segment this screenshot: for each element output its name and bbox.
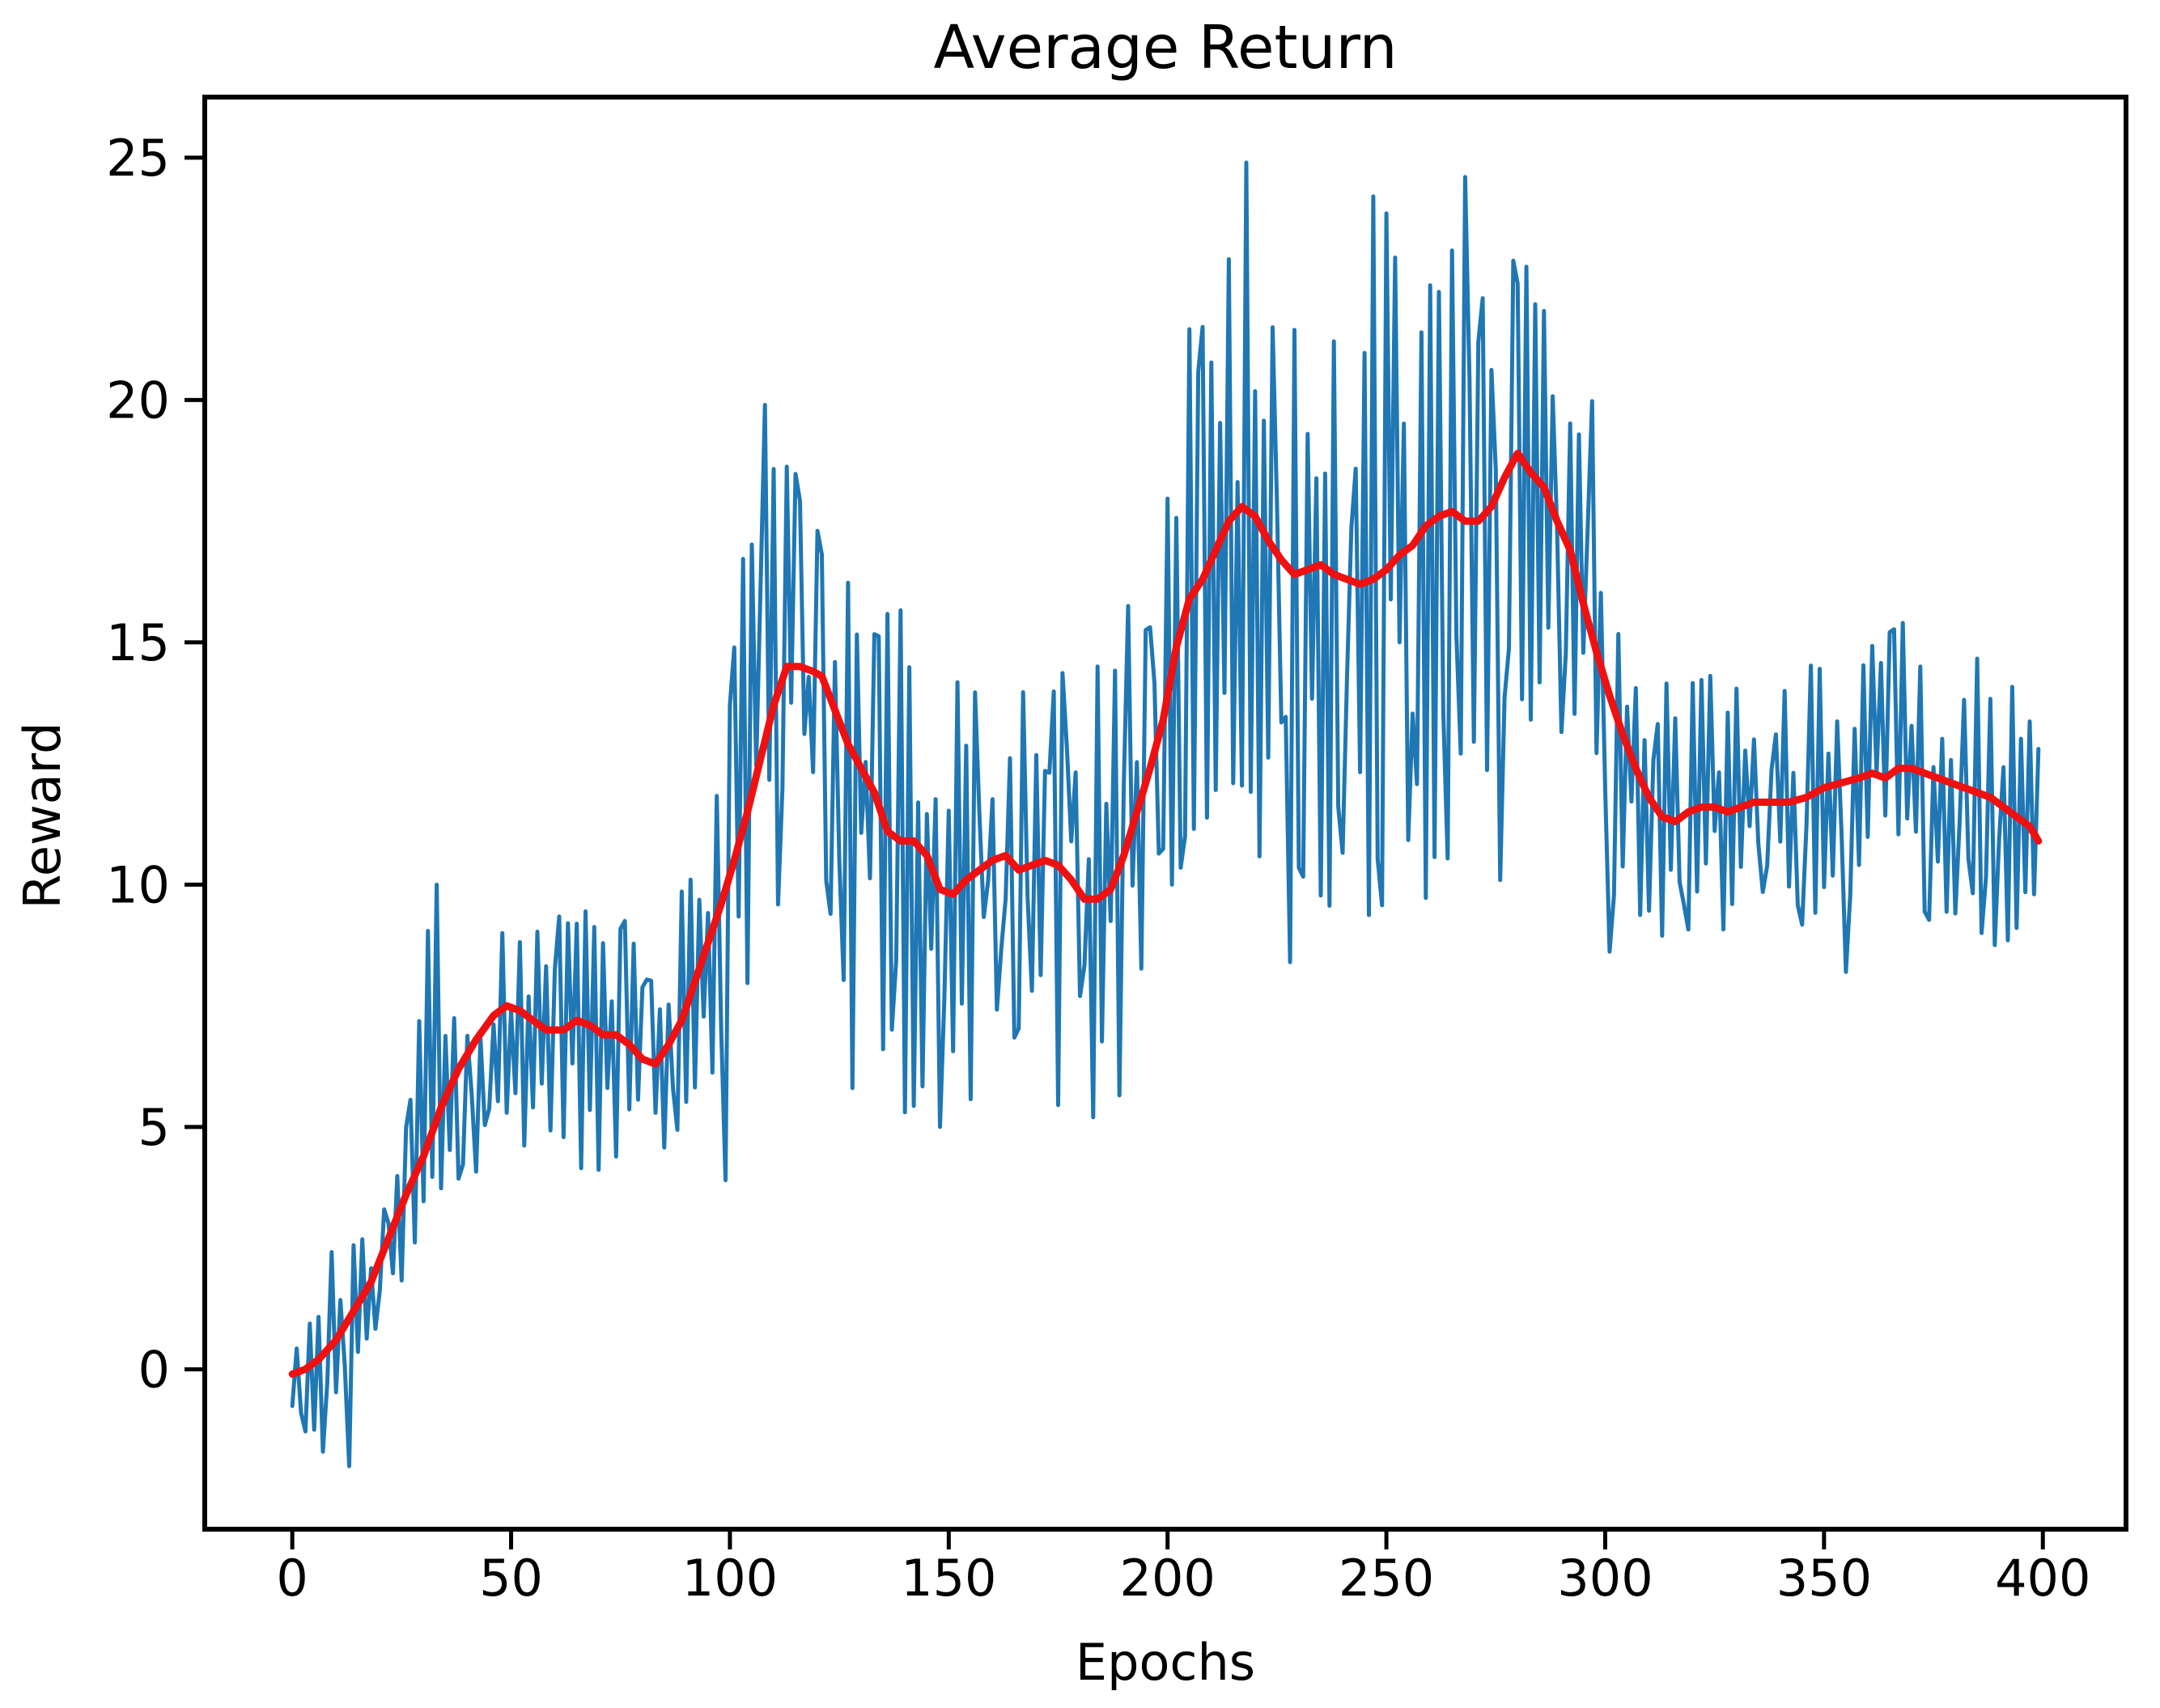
y-tick-label: 0: [138, 1340, 170, 1399]
y-tick-label: 15: [106, 613, 170, 672]
chart-title: Average Return: [933, 13, 1398, 83]
y-tick-label: 20: [106, 371, 170, 430]
x-tick-label: 300: [1557, 1549, 1653, 1608]
smoothed-reward-line: [288, 449, 2043, 1378]
x-tick-label: 200: [1120, 1549, 1216, 1608]
x-tick-label: 0: [276, 1549, 308, 1608]
x-tick-label: 250: [1339, 1549, 1434, 1608]
x-tick-label: 50: [479, 1549, 543, 1608]
y-tick-label: 10: [106, 855, 170, 914]
y-tick-label: 5: [138, 1098, 170, 1157]
plot-border: [202, 95, 2128, 1532]
x-tick-label: 350: [1776, 1549, 1872, 1608]
y-axis-label: Reward: [13, 722, 72, 909]
raw-reward-line: [290, 160, 2041, 1469]
x-tick-label: 400: [1995, 1549, 2090, 1608]
x-tick-label: 150: [901, 1549, 996, 1608]
x-tick-label: 100: [682, 1549, 778, 1608]
x-axis-label: Epochs: [1075, 1633, 1256, 1692]
y-tick-label: 25: [106, 129, 170, 188]
